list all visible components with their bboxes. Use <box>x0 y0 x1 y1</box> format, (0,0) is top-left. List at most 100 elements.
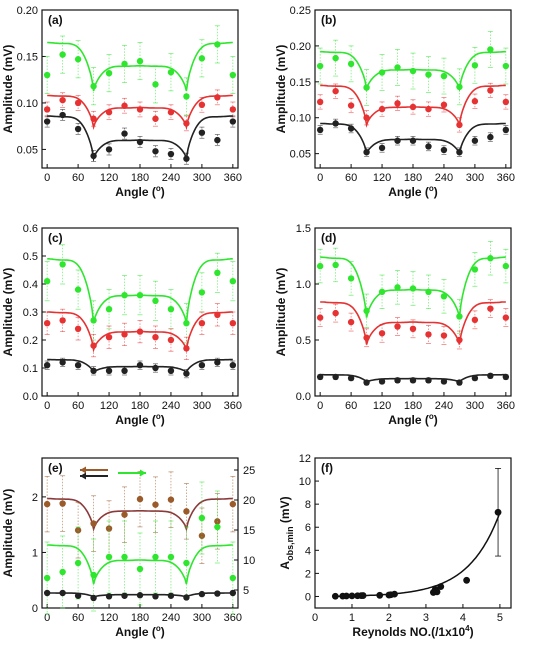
data-point-green <box>471 266 479 273</box>
y-axis-title-text: A <box>278 561 292 570</box>
data-point-red <box>347 102 355 109</box>
data-point-green <box>502 262 510 270</box>
data-point-green <box>378 288 386 296</box>
y-tick-label: 10 <box>299 476 311 488</box>
y-tick-label: 0.20 <box>17 5 38 17</box>
x-tick-label: 120 <box>373 172 391 184</box>
x-axis-title-sup: 4 <box>465 624 470 633</box>
x-axis-title-end: ) <box>161 413 165 427</box>
data-point-red <box>347 318 355 326</box>
data-point-black <box>59 589 66 597</box>
data-point-red <box>471 98 479 105</box>
y-axis-title-sub: obs,min <box>285 526 295 561</box>
data-point-green <box>183 559 190 567</box>
data-point-green <box>347 60 355 68</box>
data-point-black <box>229 589 237 597</box>
panel-c: 0 60 120 180 240 300 360 0.0 0.1 0.2 0.3 0.4 0.5 0.6 (… <box>1 223 242 427</box>
data-point-green <box>183 320 190 327</box>
y-tick-label: 1.5 <box>296 223 311 235</box>
data-point <box>376 591 384 599</box>
data-point-black <box>425 377 432 384</box>
data-point-red <box>152 334 159 341</box>
data-point-green <box>214 269 221 276</box>
data-point-green <box>105 70 113 77</box>
x-tick-label: 300 <box>193 612 211 624</box>
data-point-black <box>502 126 510 134</box>
data-point-green <box>121 553 128 561</box>
x-tick-label: 120 <box>100 172 118 184</box>
data-point <box>437 583 445 591</box>
data-point-red <box>198 101 206 109</box>
y-tick-label: 0.5 <box>23 251 38 263</box>
data-point-black <box>425 143 432 150</box>
x-tick-label: 360 <box>224 400 242 412</box>
y-tick-label: 0.20 <box>290 41 311 53</box>
data-point-brown <box>183 508 190 515</box>
data-point-black <box>378 378 386 385</box>
x-tick-label: 0 <box>317 400 323 412</box>
x-axis-title-sup: o <box>156 624 161 633</box>
data-point-red <box>43 320 51 327</box>
panel-d: 0 60 120 180 240 300 360 0.0 0.5 1.0 1.5 (d) Angle (… <box>274 223 515 427</box>
x-axis-title: Angle (o) <box>115 624 165 639</box>
data-point-black <box>456 149 463 156</box>
y-tick-label: 6 <box>305 522 311 534</box>
data-point-green <box>198 289 206 296</box>
data-point-black <box>471 137 479 144</box>
y-tick-label: 0.15 <box>290 77 311 89</box>
data-point-green <box>409 67 417 75</box>
data-point <box>348 592 356 600</box>
data-point-green <box>487 46 494 53</box>
data-point-black <box>136 592 144 599</box>
data-point-red <box>487 87 494 94</box>
data-point-red <box>378 105 386 113</box>
data-point-red <box>90 342 97 349</box>
x-tick-label: 240 <box>162 612 180 624</box>
data-point-black <box>105 146 113 153</box>
data-point-red <box>471 316 479 324</box>
data-point-black <box>214 590 221 597</box>
data-point-green <box>363 84 370 91</box>
data-point-red <box>456 121 463 129</box>
data-point-red <box>136 106 144 113</box>
y-tick-label: 0.0 <box>296 391 311 403</box>
data-point-green <box>332 54 339 62</box>
data-point-green <box>316 62 324 70</box>
y-tick-label: 0.05 <box>17 144 38 156</box>
data-point-red <box>43 106 51 113</box>
data-point-red <box>183 345 190 352</box>
data-point-green <box>229 71 237 79</box>
data-point-green <box>487 255 494 262</box>
data-point-red <box>487 305 494 312</box>
data-point-black <box>152 364 159 372</box>
data-point-red <box>316 98 324 106</box>
x-tick-label: 180 <box>404 172 422 184</box>
data-point-green <box>105 306 113 313</box>
data-point-black <box>121 367 128 374</box>
left-axis-arrow-brown-head <box>80 466 86 474</box>
y-axis-title: Amplitude (mV) <box>274 268 288 357</box>
x-axis-title: Angle (o) <box>388 412 438 427</box>
data-point-red <box>105 334 113 341</box>
y-tick-label: 8 <box>305 499 311 511</box>
y-axis-title-text: Amplitude (mV) <box>274 45 288 134</box>
data-point-black <box>502 373 510 381</box>
panel-label: (a) <box>48 13 63 27</box>
data-point-brown <box>152 501 159 508</box>
data-point-red <box>198 320 206 327</box>
data-point-green <box>59 261 66 268</box>
y-tick-label: 0.15 <box>17 51 38 63</box>
data-point-black <box>198 129 206 136</box>
data-point-red <box>425 105 432 113</box>
data-point-black <box>121 130 128 137</box>
data-point-red <box>90 115 97 122</box>
data-point-red <box>316 314 324 321</box>
y-right-tick-label: 10 <box>243 555 255 567</box>
data-point-brown <box>198 532 206 539</box>
x-tick-label: 300 <box>193 400 211 412</box>
data-point-red <box>440 332 448 339</box>
data-point-red <box>363 334 370 341</box>
